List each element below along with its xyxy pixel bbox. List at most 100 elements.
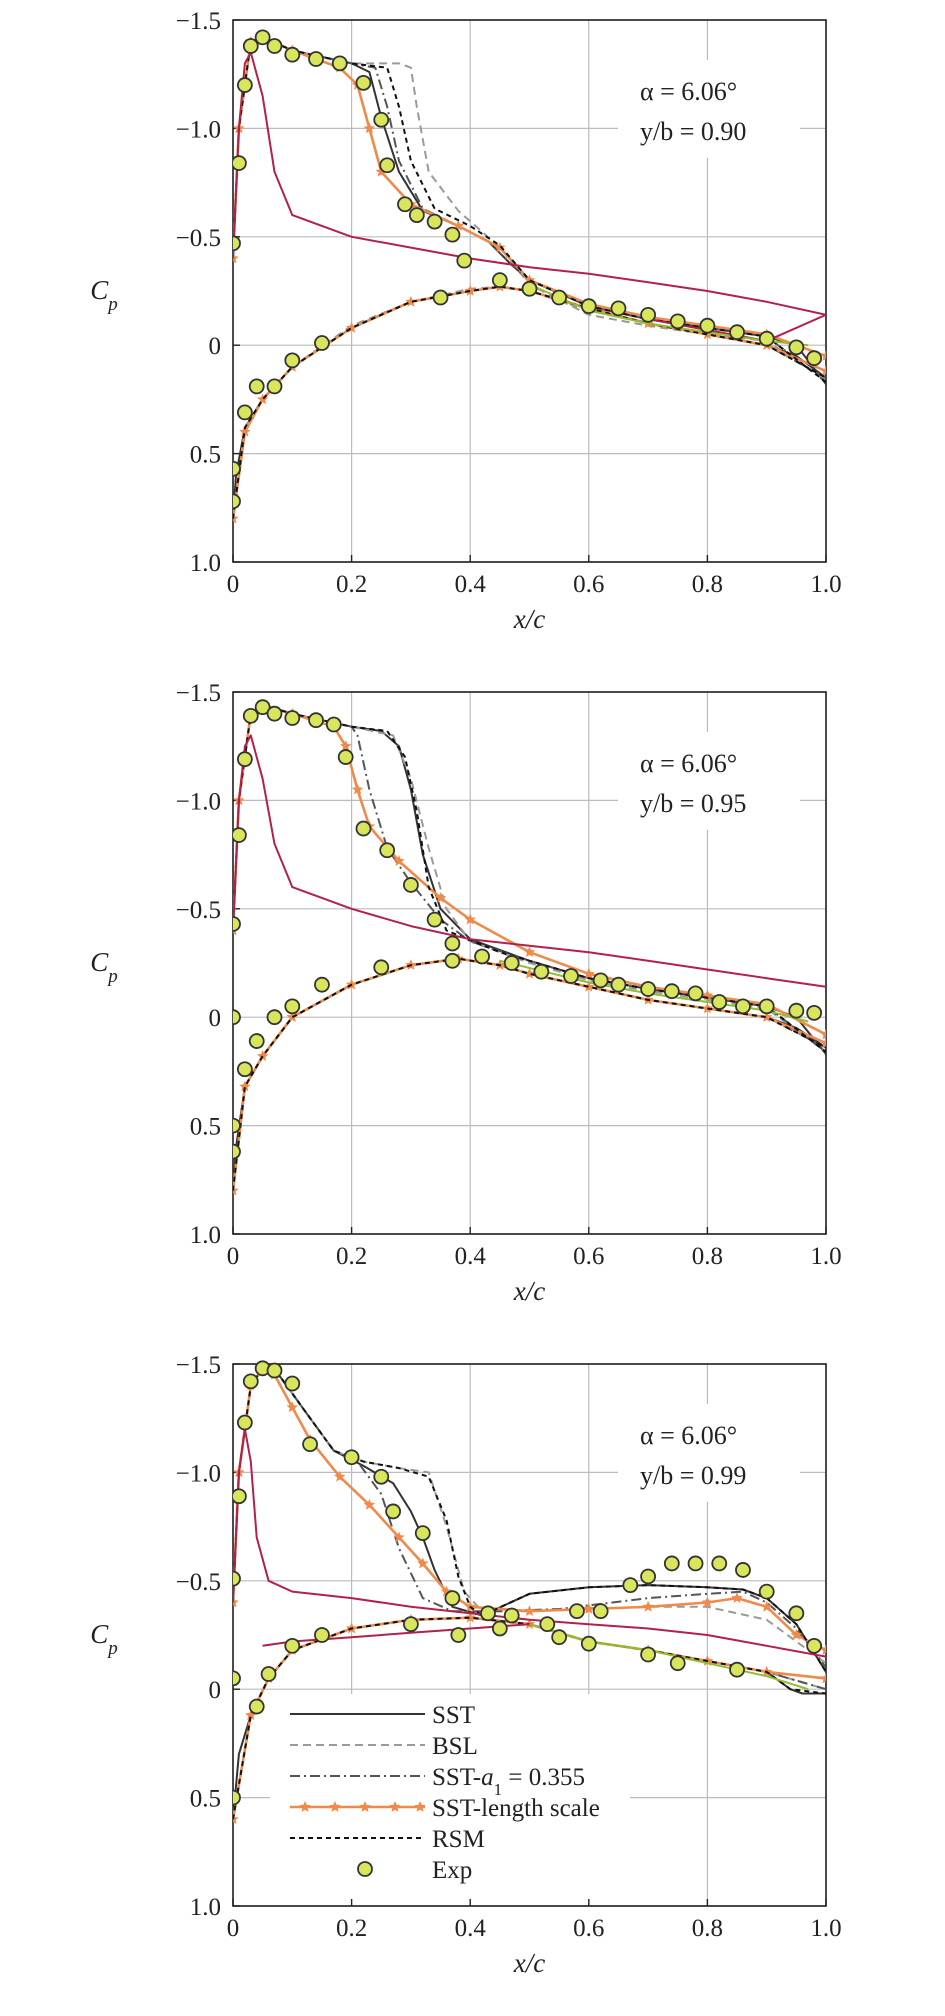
- x-tick-label: 0: [227, 1915, 240, 1942]
- y-tick-label: −1.0: [176, 1460, 221, 1487]
- legend-star: [299, 1801, 311, 1812]
- exp-point: [408, 207, 425, 224]
- series-line: [233, 285, 826, 519]
- exp-point: [266, 1362, 283, 1379]
- x-tick-label: 1.0: [810, 571, 841, 598]
- series-point: [417, 1557, 429, 1569]
- series-line: [233, 51, 826, 316]
- exp-point: [284, 1637, 301, 1654]
- exp-point: [480, 1605, 496, 1622]
- exp-point: [233, 493, 241, 510]
- series-line: [233, 285, 826, 519]
- legend-swatch-exp: [357, 1861, 373, 1877]
- exp-point: [325, 716, 342, 733]
- x-axis-label: x/c: [513, 1276, 545, 1306]
- exp-point: [551, 289, 568, 306]
- series-point: [363, 122, 376, 134]
- series-point: [820, 1028, 826, 1040]
- annotation-span: y/b = 0.95: [640, 789, 746, 818]
- series-point: [701, 1596, 714, 1608]
- series-point: [393, 855, 405, 866]
- series-point: [351, 783, 364, 795]
- exp-point: [580, 1635, 597, 1652]
- exp-point: [233, 1143, 241, 1160]
- exp-point: [806, 1004, 823, 1021]
- exp-point: [331, 55, 348, 72]
- series-line: [233, 285, 826, 519]
- exp-point: [337, 749, 354, 765]
- legend-label: SST-a1 = 0.355: [432, 1764, 585, 1799]
- series-point: [375, 165, 387, 177]
- exp-point: [592, 972, 609, 989]
- plot-area: [233, 1360, 826, 1825]
- series-point: [642, 1600, 654, 1612]
- exp-point: [379, 842, 396, 859]
- x-tick-label: 0: [227, 1243, 240, 1270]
- exp-point: [302, 1436, 318, 1453]
- legend-star: [359, 1801, 371, 1812]
- x-tick-label: 0.8: [692, 1915, 723, 1942]
- series-line: [233, 285, 826, 519]
- exp-point: [450, 1627, 467, 1643]
- series-line: [233, 734, 826, 988]
- exp-point: [414, 1525, 431, 1542]
- x-tick-label: 1.0: [810, 1243, 841, 1270]
- exp-point: [640, 1568, 656, 1585]
- series-line: [233, 957, 826, 1191]
- exp-point: [806, 350, 823, 367]
- series-point: [701, 328, 714, 340]
- annotation-alpha: α = 6.06°: [640, 1421, 737, 1450]
- exp-point: [260, 1666, 277, 1682]
- series-point: [761, 1600, 773, 1612]
- exp-point: [379, 157, 396, 174]
- exp-point: [233, 1009, 241, 1026]
- y-tick-label: −0.5: [176, 1569, 221, 1596]
- exp-point: [402, 1616, 419, 1633]
- series-point: [820, 1037, 826, 1049]
- annotation-bg: [618, 60, 800, 158]
- x-tick-label: 0.6: [573, 1915, 604, 1942]
- annotation-span: y/b = 0.90: [640, 117, 746, 146]
- exp-point: [806, 1637, 823, 1654]
- annotation-box: α = 6.06° y/b = 0.99: [618, 1404, 800, 1502]
- exp-point: [236, 77, 253, 93]
- exp-point: [729, 324, 745, 341]
- exp-point: [233, 155, 247, 171]
- legend-label: RSM: [432, 1826, 485, 1853]
- exp-point: [491, 1620, 508, 1637]
- exp-point: [233, 1570, 241, 1587]
- annotation-box: α = 6.06° y/b = 0.95: [618, 732, 800, 830]
- x-tick-label: 0.2: [336, 1915, 367, 1942]
- exp-point: [426, 911, 443, 928]
- exp-point: [314, 1627, 330, 1643]
- exp-point: [266, 1009, 283, 1026]
- exp-point: [640, 306, 656, 323]
- exp-point: [580, 298, 597, 315]
- series-point: [583, 980, 595, 992]
- exp-point: [236, 404, 253, 421]
- series-line: [262, 1623, 530, 1647]
- y-axis-label: Cp: [90, 275, 118, 315]
- exp-point: [551, 1629, 568, 1646]
- x-tick-label: 0: [227, 571, 240, 598]
- y-tick-label: 1.0: [190, 1894, 221, 1921]
- plot-area: [233, 699, 826, 1196]
- exp-point: [236, 1061, 253, 1078]
- exp-point: [758, 1583, 775, 1600]
- x-tick-label: 0.8: [692, 1243, 723, 1270]
- exp-point: [491, 272, 508, 289]
- series-point: [583, 1603, 595, 1614]
- exp-point: [432, 289, 449, 306]
- exp-point: [622, 1577, 639, 1594]
- exp-point: [444, 952, 461, 969]
- series-point: [340, 740, 352, 752]
- exp-point: [711, 994, 728, 1010]
- y-tick-label: 0.5: [190, 1786, 221, 1813]
- series-point: [286, 1401, 298, 1413]
- y-tick-label: −1.5: [176, 680, 221, 707]
- series-line: [233, 957, 826, 1191]
- series-point: [363, 1498, 376, 1510]
- series-point: [245, 1709, 257, 1721]
- exp-point: [343, 1449, 360, 1466]
- x-tick-label: 0.6: [573, 571, 604, 598]
